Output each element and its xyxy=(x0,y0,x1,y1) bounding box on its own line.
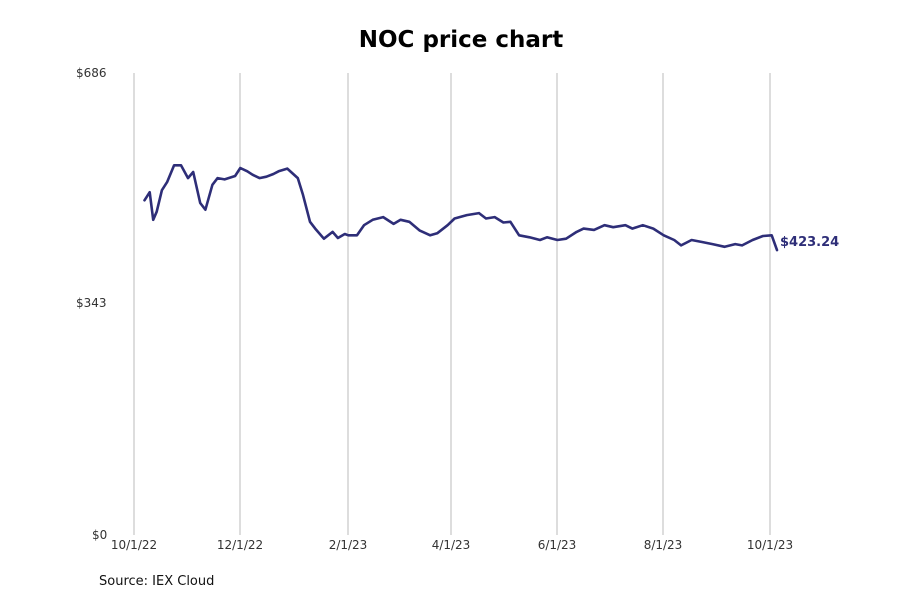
price-line xyxy=(143,164,779,252)
x-tick-label: 6/1/23 xyxy=(537,538,577,552)
y-tick-max: $686 xyxy=(76,66,107,80)
x-tick-label: 4/1/23 xyxy=(431,538,471,552)
x-tick-label: 2/1/23 xyxy=(328,538,368,552)
x-tick-label: 12/1/22 xyxy=(216,538,264,552)
x-tick-label: 10/1/23 xyxy=(746,538,794,552)
chart-title: NOC price chart xyxy=(358,27,564,53)
x-tick-label: 8/1/23 xyxy=(643,538,683,552)
y-tick-mid: $343 xyxy=(76,296,107,310)
y-tick-zero: $0 xyxy=(92,528,108,542)
vertical-gridlines xyxy=(133,73,771,535)
source-note: Source: IEX Cloud xyxy=(99,574,215,589)
x-tick-label: 10/1/22 xyxy=(110,538,158,552)
last-price-label: $423.24 xyxy=(780,235,840,250)
